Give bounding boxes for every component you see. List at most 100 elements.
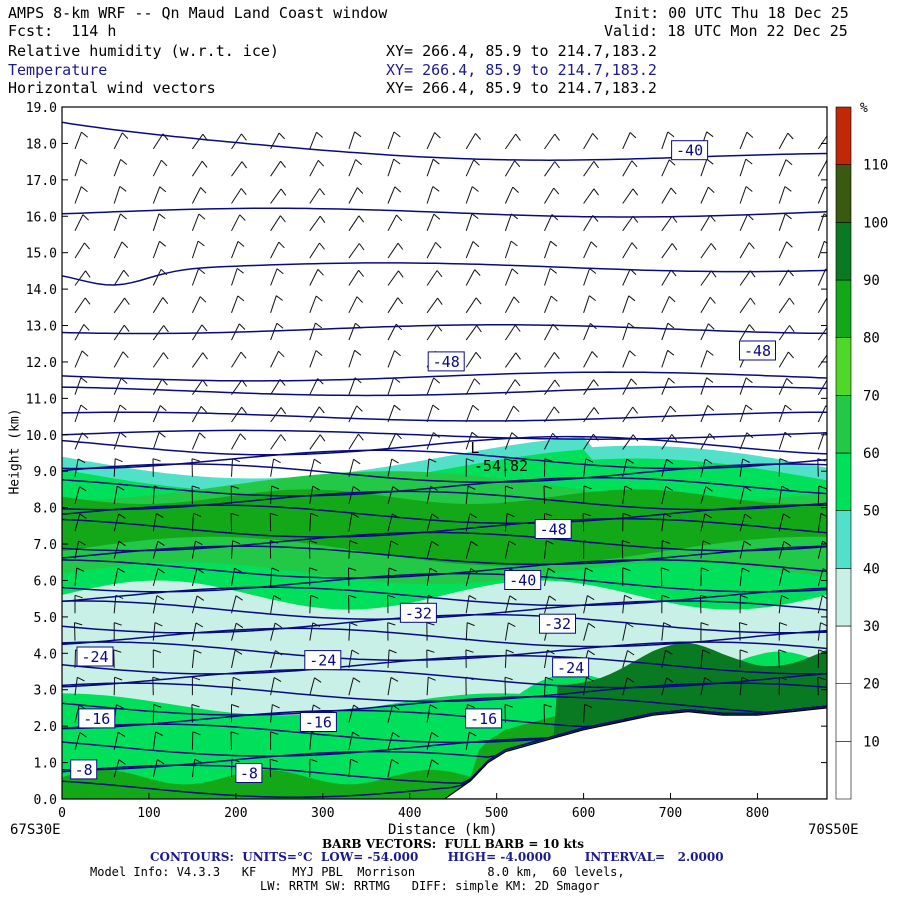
wind-barb-flag <box>476 325 482 333</box>
wind-barb <box>661 486 667 505</box>
wind-barb-flag <box>626 458 634 464</box>
wind-barb-flag <box>508 622 516 628</box>
wind-barb-flag <box>624 485 633 491</box>
wind-barb-flag <box>466 458 475 462</box>
wind-barb <box>583 295 590 313</box>
wind-barb <box>544 161 556 177</box>
xy-range-temperature: XY= 266.4, 85.9 to 214.7,183.2 <box>386 61 657 79</box>
wind-barb-flag <box>432 186 440 192</box>
temperature-contours <box>62 121 827 798</box>
wind-barb-flag <box>349 540 358 545</box>
wind-barb <box>270 295 277 313</box>
wind-barb-flag <box>818 649 827 654</box>
wind-barb <box>622 215 634 232</box>
isotherm <box>62 600 827 620</box>
wind-barb <box>387 649 390 668</box>
wind-barb <box>387 759 393 778</box>
contour-label: -16 <box>83 710 110 728</box>
y-tick-label: 2.0 <box>34 720 57 735</box>
isotherm-upper <box>62 429 827 440</box>
wind-barb-flag <box>465 649 474 653</box>
wind-barb-flag <box>241 161 248 169</box>
wind-barb-flag <box>789 325 795 333</box>
wind-barb <box>348 187 358 204</box>
wind-barb-flag <box>824 186 827 190</box>
colorbar-swatch <box>835 222 852 281</box>
x-tick-label: 300 <box>311 806 334 821</box>
wind-barb <box>700 677 706 696</box>
wind-barb-flag <box>396 214 403 222</box>
wind-barb-flag <box>783 540 791 547</box>
wind-barb <box>583 268 591 286</box>
wind-barb-flag <box>238 323 246 330</box>
colorbar-label: 20 <box>863 677 880 693</box>
wind-barb-flag <box>123 269 130 277</box>
contour-label-box <box>504 570 542 590</box>
wind-barb-flag <box>351 513 360 518</box>
wind-barb <box>74 270 86 286</box>
wind-barb-flag <box>549 268 557 274</box>
contour-label: -48 <box>744 342 771 360</box>
wind-barb-flag <box>280 160 286 168</box>
wind-barb <box>621 540 624 559</box>
wind-barb <box>387 458 393 477</box>
wind-barb <box>426 732 433 750</box>
wind-barb <box>622 188 634 204</box>
wind-barb <box>309 132 317 150</box>
wind-barb-flag <box>628 295 636 302</box>
wind-barb <box>309 188 321 204</box>
wind-barb-flag <box>706 377 714 383</box>
x-tick-label: 400 <box>398 806 421 821</box>
wind-barb-flag <box>162 297 169 305</box>
wind-barb-flag <box>236 267 244 274</box>
wind-barb-flag <box>589 268 597 274</box>
wind-barb <box>739 513 746 532</box>
wind-barb-flag <box>701 567 709 572</box>
wind-barb-flag <box>319 242 325 250</box>
wind-barb <box>544 295 552 313</box>
wind-barb-flag <box>745 404 753 411</box>
wind-barb-flag <box>670 187 677 195</box>
wind-barb <box>231 133 242 150</box>
wind-barb <box>113 486 118 505</box>
wind-barb-flag <box>319 434 326 442</box>
wind-barb-flag <box>317 378 324 385</box>
y-tick-label: 3.0 <box>34 684 57 699</box>
wind-barb-flag <box>744 513 752 519</box>
wind-barb-flag <box>241 133 247 141</box>
wind-barb-flag <box>504 676 513 681</box>
wind-barb <box>348 350 356 368</box>
isotherm <box>62 518 827 538</box>
wind-barb-flag <box>782 567 791 574</box>
y-tick-label: 13.0 <box>26 320 57 335</box>
wind-barb <box>113 568 119 587</box>
wind-barb-flag <box>593 407 600 415</box>
wind-barb-flag <box>193 649 202 654</box>
wind-barb-flag <box>428 676 436 681</box>
wind-barb <box>661 513 665 532</box>
wind-barb-flag <box>391 759 399 765</box>
wind-barb <box>661 159 670 177</box>
wind-barb-flag <box>315 322 323 329</box>
x-tick-label: 800 <box>746 806 769 821</box>
wind-barb-flag <box>434 132 441 139</box>
contour-label-box <box>235 763 263 783</box>
wind-barb <box>504 240 512 259</box>
wind-barb-flag <box>514 160 521 168</box>
wind-barb <box>700 433 710 450</box>
wind-barb-flag <box>357 187 364 194</box>
wind-barb-flag <box>748 242 755 250</box>
wind-barb <box>231 650 236 668</box>
wind-barb-flag <box>84 242 90 250</box>
wind-barb <box>661 187 672 204</box>
wind-barb-flag <box>553 187 560 195</box>
wind-barb-flag <box>431 759 439 765</box>
contour-label: -24 <box>557 659 584 677</box>
wind-barb-flag <box>471 186 479 192</box>
wind-barb-flag <box>157 540 165 547</box>
wind-barb-flag <box>433 377 441 384</box>
contour-label-box <box>70 759 98 780</box>
wind-barb <box>191 296 201 314</box>
wind-barb <box>231 268 238 286</box>
wind-barb-flag <box>665 485 673 492</box>
